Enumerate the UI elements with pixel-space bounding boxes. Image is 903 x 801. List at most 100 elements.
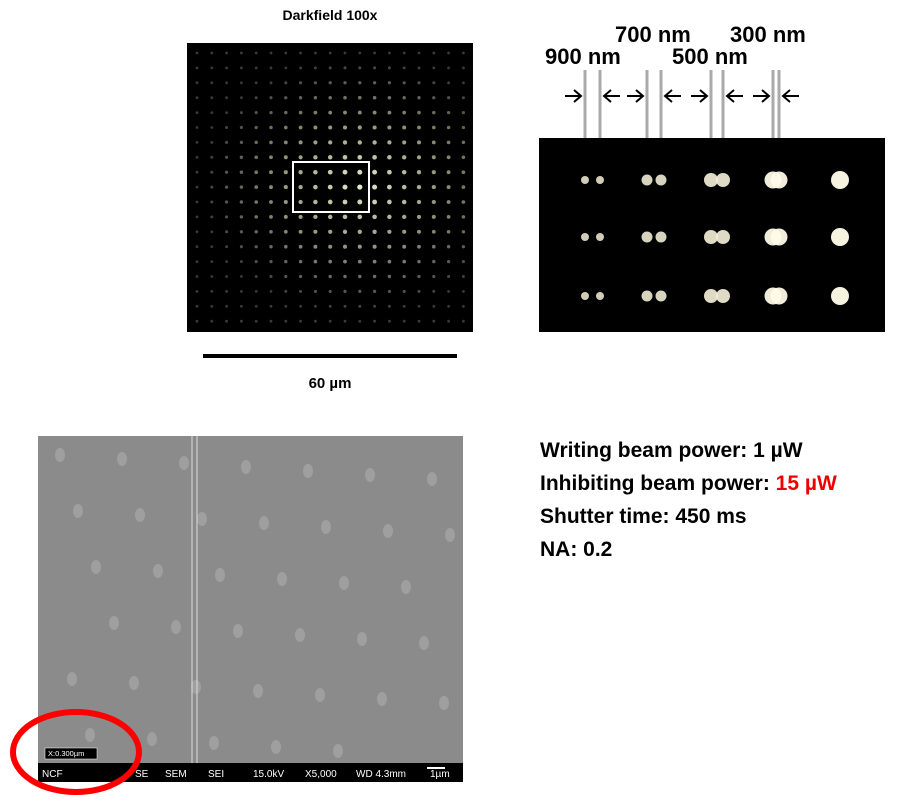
sem-info-item: X5,000 — [305, 769, 337, 780]
dot — [596, 292, 604, 300]
dot — [642, 291, 653, 302]
dot — [284, 155, 288, 159]
dot — [196, 216, 199, 219]
dot — [196, 67, 199, 70]
dot — [432, 81, 435, 84]
feature — [383, 524, 393, 538]
dot — [432, 170, 436, 174]
feature — [315, 688, 325, 702]
feature — [339, 576, 349, 590]
dot — [314, 275, 317, 278]
dot — [225, 305, 228, 308]
dot — [432, 96, 435, 99]
feature — [401, 580, 411, 594]
dot — [343, 245, 347, 249]
dot — [462, 320, 465, 323]
dot — [196, 201, 199, 204]
dot — [313, 230, 317, 234]
dot — [299, 66, 302, 69]
dot — [255, 67, 258, 70]
dot — [462, 245, 465, 248]
dot — [402, 140, 406, 144]
dot — [402, 245, 406, 249]
dot — [462, 170, 466, 174]
dot — [358, 140, 362, 144]
dot — [328, 140, 332, 144]
dot — [299, 305, 302, 308]
dot — [343, 111, 347, 115]
dot — [196, 171, 199, 174]
dot — [403, 305, 406, 308]
dot — [314, 52, 317, 55]
dot — [372, 185, 377, 190]
dot — [357, 200, 362, 205]
dot — [225, 111, 228, 114]
feature — [277, 572, 287, 586]
dot — [225, 185, 228, 188]
dot — [373, 52, 376, 55]
dot — [284, 81, 287, 84]
dot — [358, 245, 362, 249]
dot — [447, 320, 450, 323]
dot — [417, 140, 421, 144]
dot — [270, 305, 273, 308]
dot — [358, 96, 362, 100]
dot — [596, 233, 604, 241]
dot — [240, 170, 243, 173]
dot — [373, 125, 377, 129]
dot — [358, 111, 362, 115]
dot — [388, 66, 391, 69]
dot — [343, 96, 347, 100]
dot — [432, 140, 436, 144]
dot — [328, 125, 332, 129]
dot — [210, 215, 213, 218]
dot — [225, 245, 228, 248]
dot — [462, 96, 465, 99]
dot — [240, 245, 243, 248]
dot — [417, 260, 421, 264]
dot — [313, 215, 317, 219]
dot — [388, 320, 391, 323]
dot — [447, 81, 450, 84]
page: Darkfield 100x 60 µm 700 nm 300 nm 900 n… — [0, 0, 903, 801]
dot — [447, 215, 451, 219]
dot — [255, 260, 258, 263]
dot — [344, 305, 347, 308]
dot — [343, 230, 347, 234]
dot — [196, 81, 199, 84]
feature — [439, 696, 449, 710]
dot — [432, 245, 436, 249]
dot — [314, 305, 317, 308]
dot — [771, 172, 788, 189]
feature — [259, 516, 269, 530]
dot — [373, 275, 376, 278]
feature — [73, 504, 83, 518]
dot — [298, 185, 302, 189]
dot — [255, 245, 258, 248]
dot — [255, 111, 258, 114]
dot — [831, 287, 849, 305]
dot — [225, 81, 228, 84]
dot — [313, 185, 318, 190]
dot — [270, 67, 273, 70]
feature — [253, 684, 263, 698]
dot — [388, 305, 391, 308]
dot — [432, 290, 435, 293]
dot — [314, 260, 318, 264]
dot — [387, 155, 392, 160]
dot — [447, 200, 451, 204]
dot — [210, 141, 213, 144]
dot — [462, 126, 465, 129]
dot — [299, 111, 303, 115]
dot — [402, 185, 407, 190]
feature — [427, 472, 437, 486]
dot — [269, 155, 273, 159]
dot — [254, 170, 258, 174]
dot — [373, 66, 376, 69]
dot — [196, 245, 199, 248]
dot — [314, 96, 317, 99]
dot — [403, 52, 406, 55]
dot — [328, 230, 332, 234]
dot — [403, 320, 406, 323]
dot — [388, 96, 392, 100]
